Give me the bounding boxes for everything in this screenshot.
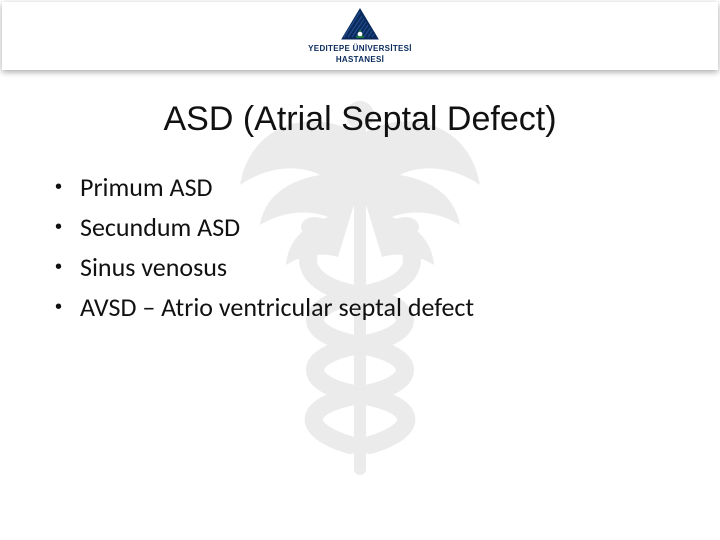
bullet-icon: • xyxy=(55,210,62,244)
list-item-text: Primum ASD xyxy=(80,170,213,204)
logo: YEDITEPE ÜNİVERSİTESİ HASTANESİ xyxy=(308,7,412,65)
bullet-icon: • xyxy=(55,250,62,284)
logo-text-line2: HASTANESİ xyxy=(336,56,384,65)
bullet-list: • Primum ASD • Secundum ASD • Sinus veno… xyxy=(55,170,474,330)
list-item: • Sinus venosus xyxy=(55,250,474,284)
list-item: • Secundum ASD xyxy=(55,210,474,244)
logo-text-line1: YEDITEPE ÜNİVERSİTESİ xyxy=(308,45,412,54)
logo-triangle-icon xyxy=(338,7,382,43)
bullet-icon: • xyxy=(55,290,62,324)
list-item: • AVSD – Atrio ventricular septal defect xyxy=(55,290,474,324)
list-item-text: Secundum ASD xyxy=(80,210,240,244)
list-item-text: AVSD – Atrio ventricular septal defect xyxy=(80,290,474,324)
bullet-icon: • xyxy=(55,170,62,204)
slide: YEDITEPE ÜNİVERSİTESİ HASTANESİ ASD (Atr… xyxy=(0,0,720,540)
list-item: • Primum ASD xyxy=(55,170,474,204)
list-item-text: Sinus venosus xyxy=(80,250,227,284)
slide-title: ASD (Atrial Septal Defect) xyxy=(0,100,720,139)
header-bar: YEDITEPE ÜNİVERSİTESİ HASTANESİ xyxy=(2,2,718,70)
